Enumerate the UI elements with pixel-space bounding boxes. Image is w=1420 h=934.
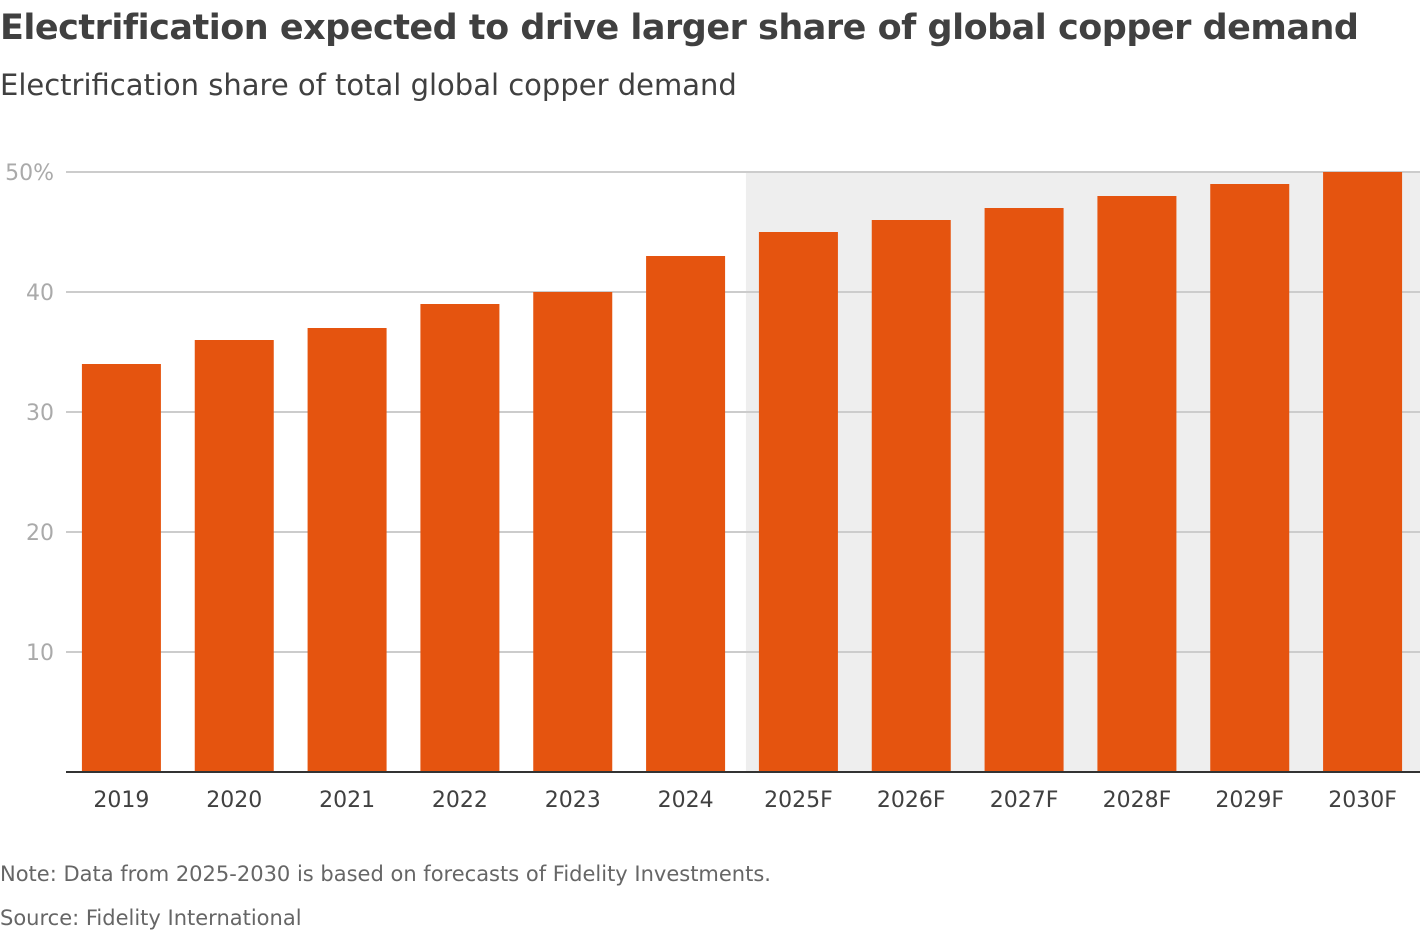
bar-2030F xyxy=(1323,172,1403,772)
x-tick-label: 2023 xyxy=(545,788,601,813)
x-tick-label: 2024 xyxy=(658,788,714,813)
bar-2025F xyxy=(758,232,838,772)
bar-2026F xyxy=(871,220,951,772)
x-tick-label: 2029F xyxy=(1215,788,1284,813)
bar-2022 xyxy=(420,304,500,772)
x-tick-label: 2020 xyxy=(206,788,262,813)
chart-subtitle: Electrification share of total global co… xyxy=(0,68,737,102)
y-tick-label: 30 xyxy=(26,401,54,426)
bar-2024 xyxy=(646,256,726,772)
x-tick-label: 2022 xyxy=(432,788,488,813)
y-tick-label: 20 xyxy=(26,521,54,546)
x-tick-label: 2026F xyxy=(877,788,946,813)
x-tick-label: 2025F xyxy=(764,788,833,813)
bar-2020 xyxy=(194,340,274,772)
bar-2019 xyxy=(81,364,161,772)
x-tick-label: 2019 xyxy=(93,788,149,813)
x-tick-label: 2030F xyxy=(1328,788,1397,813)
chart-source: Source: Fidelity International xyxy=(0,906,302,930)
x-tick-label: 2027F xyxy=(990,788,1059,813)
bar-2021 xyxy=(307,328,387,772)
chart-title: Electrification expected to drive larger… xyxy=(0,8,1359,48)
x-tick-label: 2021 xyxy=(319,788,375,813)
bar-2027F xyxy=(984,208,1064,772)
y-tick-label: 50% xyxy=(5,161,54,186)
bar-2029F xyxy=(1210,184,1290,772)
x-tick-label: 2028F xyxy=(1103,788,1172,813)
bar-2028F xyxy=(1097,196,1177,772)
chart-note: Note: Data from 2025-2030 is based on fo… xyxy=(0,862,771,886)
y-tick-label: 40 xyxy=(26,281,54,306)
bar-2023 xyxy=(533,292,613,772)
forecast-shading xyxy=(745,172,1420,772)
y-tick-label: 10 xyxy=(26,641,54,666)
